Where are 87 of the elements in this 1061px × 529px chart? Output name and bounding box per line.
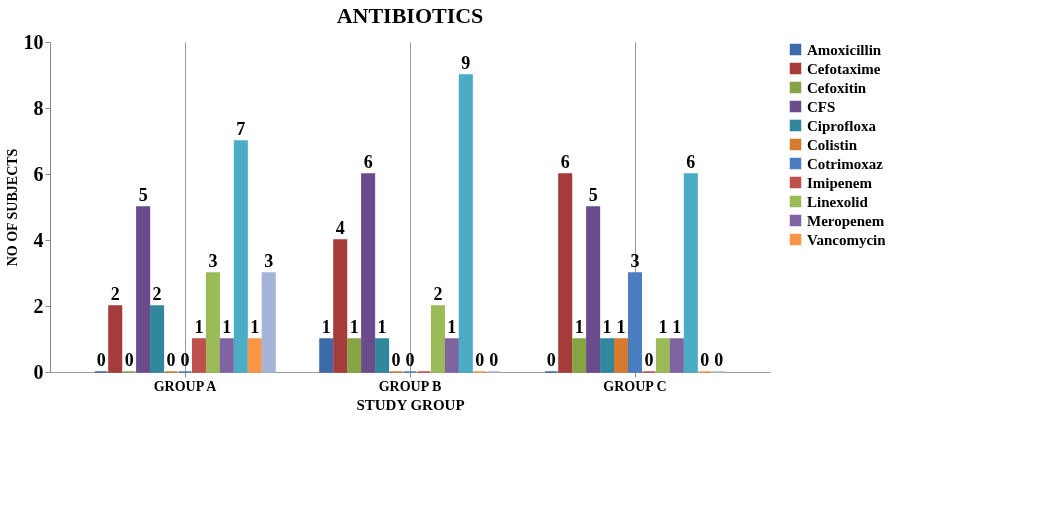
data-label: 1 [349, 317, 359, 337]
y-axis-title: NO OF SUBJECTS [4, 148, 20, 267]
legend-label: Colistin [807, 136, 858, 153]
data-label: 1 [194, 317, 204, 337]
data-label: 0 [405, 350, 415, 370]
bar [683, 173, 698, 373]
y-tick-label: 8 [33, 96, 44, 119]
data-label: 0 [475, 350, 485, 370]
bar [572, 338, 587, 373]
bar [586, 206, 601, 373]
x-tick-label: GROUP B [378, 378, 442, 394]
data-label: 3 [264, 251, 274, 271]
data-label: 1 [672, 317, 682, 337]
data-label: 2 [433, 284, 443, 304]
data-label: 5 [588, 185, 598, 205]
bar [444, 338, 459, 373]
x-tick-label: GROUP A [153, 378, 218, 394]
data-label: 0 [644, 350, 654, 370]
bar [655, 338, 670, 373]
data-label: 0 [180, 350, 190, 370]
y-tick-label: 4 [33, 228, 44, 251]
data-label: 5 [138, 185, 148, 205]
data-label: 0 [546, 350, 556, 370]
data-label: 2 [110, 284, 120, 304]
data-label: 9 [461, 53, 471, 73]
bar [233, 140, 248, 373]
data-label: 2 [152, 284, 162, 304]
bar [669, 338, 684, 373]
data-label: 1 [447, 317, 457, 337]
y-tick-label: 0 [33, 360, 44, 383]
data-label: 3 [208, 251, 218, 271]
legend-label: CFS [807, 98, 836, 115]
data-label: 4 [335, 218, 345, 238]
data-label: 6 [560, 152, 570, 172]
bar [430, 305, 445, 373]
bar [361, 173, 376, 373]
legend-label: Vancomycin [807, 231, 887, 248]
data-label: 1 [321, 317, 331, 337]
legend-label: Cefoxitin [807, 79, 867, 96]
bar [191, 338, 206, 373]
bar [375, 338, 390, 373]
bar [614, 338, 629, 373]
bar [347, 338, 362, 373]
legend-label: Meropenem [807, 212, 885, 229]
data-label: 0 [714, 350, 724, 370]
bar [333, 239, 348, 373]
data-label: 0 [700, 350, 710, 370]
data-label: 0 [166, 350, 176, 370]
legend-label: Cotrimoxaz [807, 155, 884, 172]
bar [136, 206, 151, 373]
x-axis-title: STUDY GROUP [356, 396, 465, 413]
bar [627, 272, 643, 373]
data-label: 0 [124, 350, 134, 370]
bar [150, 305, 165, 373]
legend-label: Ciprofloxa [807, 117, 877, 134]
legend-label: Amoxicillin [807, 41, 882, 58]
data-label: 1 [658, 317, 668, 337]
legend-label: Linexolid [807, 193, 869, 210]
bar [458, 74, 473, 373]
data-label: 1 [222, 317, 232, 337]
data-label: 3 [630, 251, 640, 271]
y-tick-label: 2 [33, 294, 44, 317]
data-label: 6 [363, 152, 373, 172]
bar [558, 173, 573, 373]
data-label: 6 [686, 152, 696, 172]
bar [319, 338, 334, 373]
bar [219, 338, 234, 373]
data-label: 1 [377, 317, 387, 337]
bar [205, 272, 220, 373]
y-tick-label: 6 [33, 162, 44, 185]
legend-label: Imipenem [807, 174, 873, 191]
data-label: 1 [602, 317, 612, 337]
data-label: 1 [250, 317, 260, 337]
y-tick-label: 10 [23, 30, 44, 53]
bar [247, 338, 262, 373]
data-label: 7 [236, 119, 246, 139]
data-label: 1 [574, 317, 584, 337]
data-label: 0 [391, 350, 401, 370]
data-label: 0 [489, 350, 499, 370]
data-label: 0 [96, 350, 106, 370]
x-tick-label: GROUP C [603, 378, 667, 394]
bar [600, 338, 615, 373]
legend-label: Cefotaxime [807, 60, 881, 77]
data-label: 1 [616, 317, 626, 337]
bar [261, 272, 276, 373]
bar [108, 305, 123, 373]
chart-title: ANTIBIOTICS [336, 3, 484, 28]
